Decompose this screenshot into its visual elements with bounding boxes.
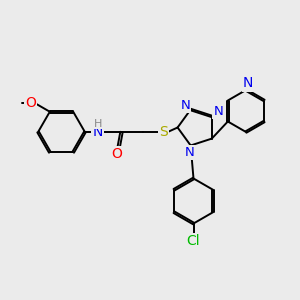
Text: O: O — [111, 148, 122, 161]
Text: S: S — [159, 125, 168, 139]
Text: N: N — [214, 105, 223, 119]
Text: Cl: Cl — [187, 234, 200, 248]
Text: N: N — [243, 76, 253, 90]
Text: N: N — [92, 125, 103, 139]
Text: O: O — [25, 96, 36, 110]
Text: H: H — [94, 118, 103, 129]
Text: N: N — [180, 98, 190, 112]
Text: N: N — [184, 146, 194, 159]
